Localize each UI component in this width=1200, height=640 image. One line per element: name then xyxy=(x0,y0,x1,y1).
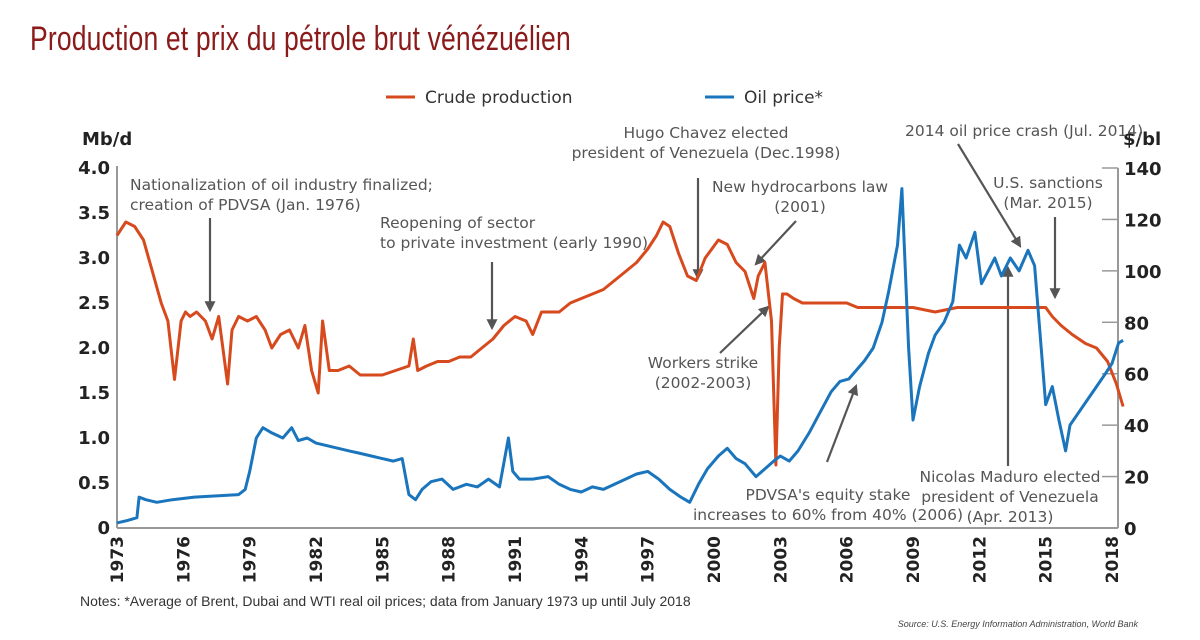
x-tick-label: 1991 xyxy=(506,536,526,583)
annotation-text: president of Venezuela (Dec.1998) xyxy=(572,144,841,162)
annotation-arrow xyxy=(957,143,1022,248)
annotation-text: creation of PDVSA (Jan. 1976) xyxy=(130,196,361,214)
chart-title: Production et prix du pétrole brut vénéz… xyxy=(30,20,571,58)
annotation-arrow xyxy=(754,220,797,266)
notes: Notes: *Average of Brent, Dubai and WTI … xyxy=(80,593,691,609)
annotation-text: Hugo Chavez elected xyxy=(624,124,789,142)
left-tick-label: 2.0 xyxy=(78,338,110,359)
left-tick-label: 0 xyxy=(97,518,110,539)
x-tick-label: 2015 xyxy=(1037,536,1057,583)
annotation-text: 2014 oil price crash (Jul. 2014) xyxy=(905,122,1143,140)
series-line-crude-production xyxy=(115,220,1125,467)
annotation-text: president of Venezuela xyxy=(921,488,1098,506)
x-tick-label: 1976 xyxy=(174,536,194,583)
left-tick-label: 3.5 xyxy=(78,203,110,224)
right-tick-label: 0 xyxy=(1124,519,1137,540)
annotation-text: U.S. sanctions xyxy=(993,174,1103,192)
left-tick-label: 2.5 xyxy=(78,293,110,314)
x-tick-label: 1982 xyxy=(307,536,327,583)
left-axis-label: Mb/d xyxy=(82,129,132,150)
annotation-text: (Apr. 2013) xyxy=(967,508,1054,526)
annotation-text: PDVSA's equity stake xyxy=(746,486,911,504)
annotation-text: Nationalization of oil industry finalize… xyxy=(130,176,433,194)
annotation-text: New hydrocarbons law xyxy=(712,178,888,196)
right-tick-label: 120 xyxy=(1124,210,1162,231)
legend-label-price: Oil price* xyxy=(744,88,823,108)
right-tick-label: 80 xyxy=(1124,313,1149,334)
left-tick-label: 1.5 xyxy=(78,383,110,404)
annotation-arrow xyxy=(719,305,770,354)
annotation-text: to private investment (early 1990) xyxy=(380,234,648,252)
series-line-oil-price xyxy=(116,187,1124,525)
source: Source: U.S. Energy Information Administ… xyxy=(897,619,1138,629)
right-tick-label: 100 xyxy=(1124,262,1162,283)
x-tick-label: 2009 xyxy=(904,536,924,583)
x-tick-label: 1997 xyxy=(639,536,659,583)
x-tick-label: 2018 xyxy=(1103,536,1123,583)
legend-label-production: Crude production xyxy=(425,88,573,108)
left-tick-label: 4.0 xyxy=(78,158,110,179)
right-axis-label: $/bl xyxy=(1123,129,1161,150)
x-tick-label: 1973 xyxy=(108,536,128,583)
right-tick-label: 20 xyxy=(1124,468,1149,489)
annotation-text: increases to 60% from 40% (2006) xyxy=(693,506,963,524)
x-tick-label: 1979 xyxy=(241,536,261,583)
annotation-text: Nicolas Maduro elected xyxy=(919,468,1100,486)
annotation-text: Workers strike xyxy=(648,354,758,372)
annotation-text: Reopening of sector xyxy=(380,214,536,232)
right-tick-label: 140 xyxy=(1124,159,1162,180)
x-tick-label: 1985 xyxy=(373,536,393,583)
x-tick-label: 2006 xyxy=(838,536,858,583)
left-tick-label: 3.0 xyxy=(78,248,110,269)
annotation-arrow xyxy=(825,383,859,463)
x-tick-label: 1988 xyxy=(440,536,460,583)
legend: Crude production Oil price* xyxy=(386,88,823,108)
right-tick-label: 60 xyxy=(1124,365,1149,386)
left-tick-label: 0.5 xyxy=(78,473,110,494)
x-tick-label: 2003 xyxy=(771,536,791,583)
x-tick-label: 1994 xyxy=(572,536,592,583)
annotation-text: (Mar. 2015) xyxy=(1003,194,1092,212)
annotation-text: (2002-2003) xyxy=(655,374,752,392)
x-tick-label: 2000 xyxy=(705,536,725,583)
annotation-text: (2001) xyxy=(774,198,826,216)
left-tick-label: 1.0 xyxy=(78,428,110,449)
right-tick-label: 40 xyxy=(1124,416,1149,437)
x-tick-label: 2012 xyxy=(970,536,990,583)
